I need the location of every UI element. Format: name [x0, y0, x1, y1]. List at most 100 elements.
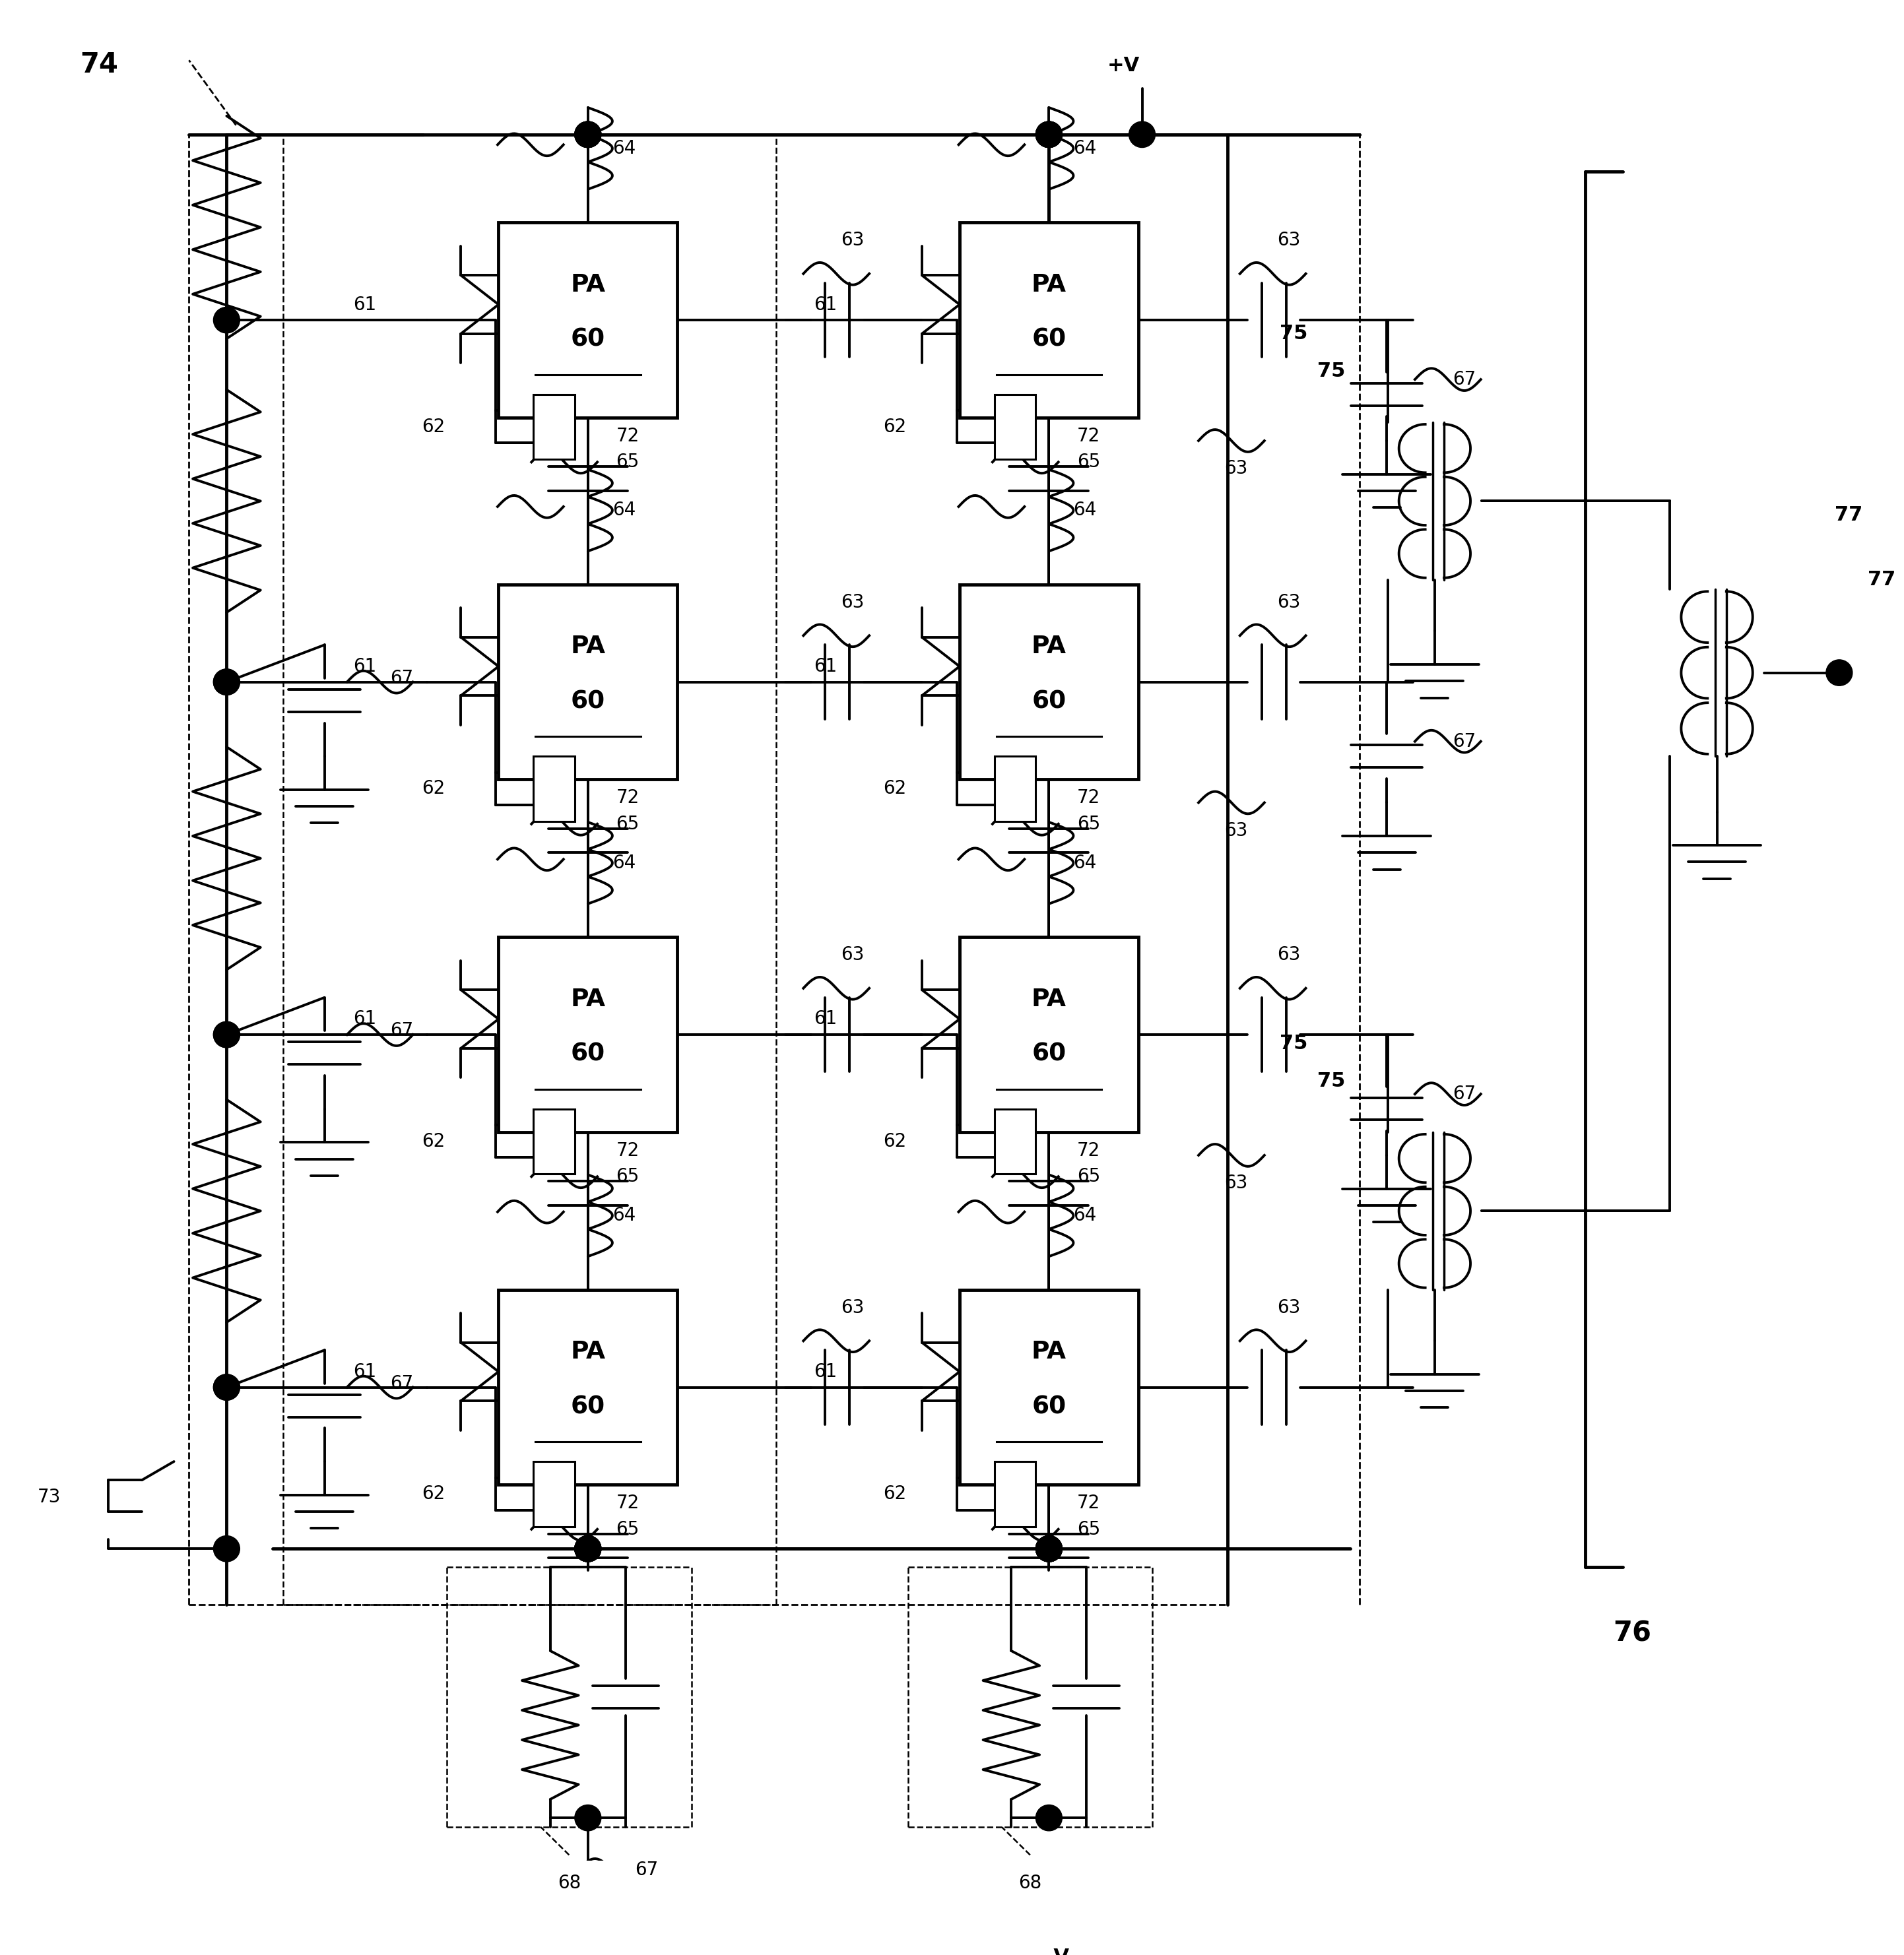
- Bar: [499, 585, 678, 780]
- Circle shape: [575, 121, 602, 147]
- Text: 67: 67: [1453, 369, 1476, 389]
- Text: 61: 61: [815, 295, 838, 313]
- Bar: [994, 1108, 1036, 1173]
- Bar: [960, 1290, 1139, 1484]
- Circle shape: [1036, 1537, 1062, 1562]
- Text: 64: 64: [1074, 500, 1097, 520]
- Text: 62: 62: [883, 418, 906, 436]
- Text: 72: 72: [1078, 788, 1101, 807]
- Text: 65: 65: [1078, 1167, 1101, 1187]
- Text: 62: 62: [423, 1484, 446, 1503]
- Bar: [960, 223, 1139, 418]
- Text: 77: 77: [1868, 571, 1894, 590]
- Text: 65: 65: [1078, 454, 1101, 471]
- Text: 63: 63: [842, 946, 864, 964]
- Bar: [533, 757, 575, 821]
- Text: 61: 61: [815, 657, 838, 676]
- Bar: [994, 1462, 1036, 1527]
- Circle shape: [213, 1022, 240, 1048]
- Text: 75: 75: [1318, 362, 1344, 381]
- Text: 63: 63: [842, 1298, 864, 1318]
- Circle shape: [1036, 1537, 1062, 1562]
- Text: 67: 67: [1453, 733, 1476, 751]
- Bar: [960, 585, 1139, 780]
- Circle shape: [575, 1537, 602, 1562]
- Text: 67: 67: [390, 1374, 413, 1392]
- Text: 73: 73: [38, 1488, 61, 1505]
- Circle shape: [1036, 121, 1062, 147]
- Circle shape: [575, 1804, 602, 1830]
- Bar: [499, 223, 678, 418]
- Text: 63: 63: [1224, 821, 1247, 841]
- Text: 60: 60: [1032, 1394, 1066, 1419]
- Circle shape: [213, 1374, 240, 1400]
- Circle shape: [575, 1537, 602, 1562]
- Circle shape: [1036, 1537, 1062, 1562]
- Circle shape: [575, 1537, 602, 1562]
- Text: 67: 67: [390, 1022, 413, 1040]
- Text: PA: PA: [1032, 274, 1066, 297]
- Circle shape: [1036, 1804, 1062, 1830]
- Text: 62: 62: [423, 418, 446, 436]
- Text: 60: 60: [571, 690, 605, 714]
- Text: 63: 63: [1224, 1173, 1247, 1193]
- Text: 72: 72: [1078, 426, 1101, 446]
- Text: PA: PA: [1032, 987, 1066, 1011]
- Text: 60: 60: [571, 1042, 605, 1065]
- Bar: [533, 395, 575, 459]
- Bar: [994, 395, 1036, 459]
- Text: PA: PA: [1032, 635, 1066, 659]
- Circle shape: [213, 1374, 240, 1400]
- Text: 64: 64: [1074, 854, 1097, 872]
- Text: 67: 67: [390, 669, 413, 688]
- Text: 65: 65: [617, 1167, 640, 1187]
- Text: 64: 64: [1074, 1206, 1097, 1226]
- Text: 62: 62: [423, 780, 446, 798]
- Circle shape: [1826, 659, 1853, 686]
- Text: PA: PA: [571, 274, 605, 297]
- Text: 62: 62: [883, 780, 906, 798]
- Circle shape: [575, 121, 602, 147]
- Text: 72: 72: [617, 1494, 640, 1513]
- Text: 74: 74: [80, 51, 118, 78]
- Bar: [499, 936, 678, 1132]
- Text: 63: 63: [1278, 231, 1300, 250]
- Text: 67: 67: [1453, 1085, 1476, 1103]
- Text: 75: 75: [1279, 325, 1308, 344]
- Circle shape: [1036, 121, 1062, 147]
- Text: 72: 72: [1078, 1494, 1101, 1513]
- Circle shape: [213, 669, 240, 694]
- Text: 64: 64: [613, 854, 636, 872]
- Circle shape: [213, 307, 240, 332]
- Text: 72: 72: [617, 1142, 640, 1159]
- Text: PA: PA: [1032, 1341, 1066, 1365]
- Text: 62: 62: [423, 1132, 446, 1151]
- Circle shape: [213, 1537, 240, 1562]
- Bar: [960, 936, 1139, 1132]
- Bar: [533, 1462, 575, 1527]
- Text: 65: 65: [617, 815, 640, 833]
- Text: 61: 61: [352, 295, 377, 313]
- Text: 63: 63: [1278, 592, 1300, 612]
- Text: 65: 65: [1078, 815, 1101, 833]
- Text: 68: 68: [1019, 1873, 1041, 1892]
- Text: 64: 64: [613, 500, 636, 520]
- Text: 64: 64: [613, 1206, 636, 1226]
- Circle shape: [1036, 121, 1062, 147]
- Circle shape: [575, 1537, 602, 1562]
- Text: 60: 60: [1032, 690, 1066, 714]
- Text: 61: 61: [815, 1363, 838, 1380]
- Text: 72: 72: [617, 788, 640, 807]
- Circle shape: [1036, 1537, 1062, 1562]
- Text: 75: 75: [1279, 1034, 1308, 1054]
- Bar: [533, 1108, 575, 1173]
- Text: 75: 75: [1318, 1071, 1344, 1091]
- Text: 63: 63: [1278, 946, 1300, 964]
- Text: 68: 68: [558, 1873, 581, 1892]
- Text: 72: 72: [1078, 1142, 1101, 1159]
- Text: 76: 76: [1613, 1619, 1651, 1646]
- Text: 62: 62: [883, 1484, 906, 1503]
- Text: 62: 62: [883, 1132, 906, 1151]
- Text: +V: +V: [1106, 57, 1139, 74]
- Text: PA: PA: [571, 987, 605, 1011]
